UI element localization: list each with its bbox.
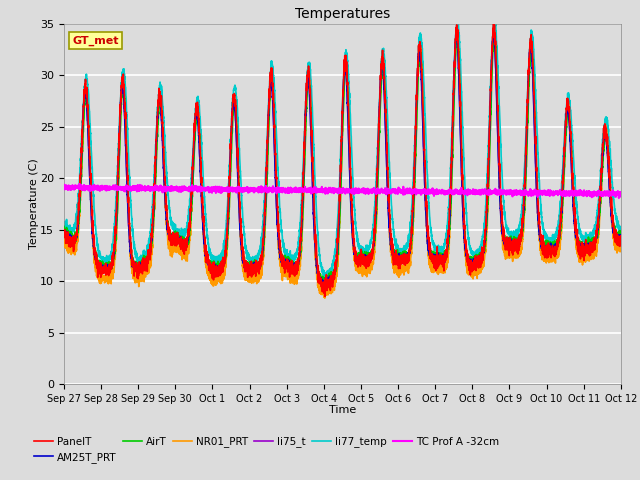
AM25T_PRT bbox=[319, 282, 327, 288]
NR01_PRT bbox=[467, 273, 475, 278]
TC Prof A -32cm bbox=[616, 192, 624, 197]
li75_t bbox=[617, 237, 625, 243]
NR01_PRT bbox=[321, 295, 329, 301]
AM25T_PRT bbox=[499, 237, 507, 242]
AirT bbox=[319, 281, 327, 287]
NR01_PRT bbox=[322, 287, 330, 293]
X-axis label: Time: Time bbox=[329, 405, 356, 415]
TC Prof A -32cm bbox=[436, 189, 444, 195]
Legend: PanelT, AM25T_PRT, AirT, NR01_PRT, li75_t, li77_temp, TC Prof A -32cm: PanelT, AM25T_PRT, AirT, NR01_PRT, li75_… bbox=[30, 432, 503, 467]
AirT bbox=[616, 234, 624, 240]
Line: PanelT: PanelT bbox=[64, 24, 621, 296]
AirT bbox=[160, 157, 168, 163]
li77_temp bbox=[616, 224, 624, 229]
Title: Temperatures: Temperatures bbox=[295, 8, 390, 22]
NR01_PRT bbox=[499, 239, 507, 245]
PanelT bbox=[499, 237, 507, 242]
TC Prof A -32cm bbox=[615, 195, 623, 201]
Line: NR01_PRT: NR01_PRT bbox=[64, 29, 621, 298]
Line: li77_temp: li77_temp bbox=[64, 19, 621, 278]
TC Prof A -32cm bbox=[76, 181, 83, 187]
Line: TC Prof A -32cm: TC Prof A -32cm bbox=[64, 184, 621, 198]
NR01_PRT bbox=[617, 246, 625, 252]
AirT bbox=[491, 30, 499, 36]
TC Prof A -32cm bbox=[60, 184, 68, 190]
AirT bbox=[436, 253, 444, 259]
li77_temp bbox=[160, 124, 168, 130]
NR01_PRT bbox=[490, 26, 498, 32]
li75_t bbox=[322, 282, 330, 288]
AM25T_PRT bbox=[616, 236, 624, 242]
NR01_PRT bbox=[616, 247, 624, 253]
TC Prof A -32cm bbox=[617, 190, 625, 195]
li75_t bbox=[160, 175, 168, 180]
AM25T_PRT bbox=[436, 254, 444, 260]
NR01_PRT bbox=[160, 167, 168, 172]
li75_t bbox=[453, 31, 461, 37]
PanelT bbox=[321, 293, 329, 299]
li77_temp bbox=[60, 220, 68, 226]
TC Prof A -32cm bbox=[499, 190, 507, 196]
li77_temp bbox=[321, 276, 329, 281]
AirT bbox=[467, 261, 475, 266]
PanelT bbox=[160, 160, 168, 166]
NR01_PRT bbox=[60, 238, 68, 243]
AirT bbox=[322, 276, 330, 281]
AirT bbox=[617, 235, 625, 240]
AM25T_PRT bbox=[468, 260, 476, 265]
PanelT bbox=[616, 233, 624, 239]
AM25T_PRT bbox=[60, 229, 68, 235]
li77_temp bbox=[467, 251, 475, 257]
li75_t bbox=[60, 229, 68, 235]
PanelT bbox=[60, 230, 68, 236]
TC Prof A -32cm bbox=[322, 188, 330, 193]
PanelT bbox=[617, 238, 625, 244]
li75_t bbox=[436, 257, 444, 263]
li75_t bbox=[468, 261, 476, 266]
NR01_PRT bbox=[436, 268, 444, 274]
li75_t bbox=[616, 233, 624, 239]
li77_temp bbox=[617, 226, 625, 232]
li77_temp bbox=[491, 16, 499, 22]
AM25T_PRT bbox=[453, 29, 461, 35]
Line: AM25T_PRT: AM25T_PRT bbox=[64, 32, 621, 285]
PanelT bbox=[490, 21, 497, 27]
AM25T_PRT bbox=[617, 235, 625, 241]
AirT bbox=[499, 228, 507, 233]
AM25T_PRT bbox=[322, 275, 330, 280]
TC Prof A -32cm bbox=[467, 189, 475, 194]
AirT bbox=[60, 224, 68, 229]
li77_temp bbox=[499, 189, 507, 194]
PanelT bbox=[322, 279, 330, 285]
li75_t bbox=[499, 237, 507, 243]
li75_t bbox=[319, 285, 327, 290]
Line: AirT: AirT bbox=[64, 33, 621, 284]
PanelT bbox=[467, 261, 475, 267]
TC Prof A -32cm bbox=[161, 184, 168, 190]
PanelT bbox=[436, 261, 444, 267]
Text: GT_met: GT_met bbox=[72, 36, 119, 46]
Line: li75_t: li75_t bbox=[64, 34, 621, 288]
li77_temp bbox=[436, 251, 444, 256]
li77_temp bbox=[322, 271, 330, 276]
Y-axis label: Temperature (C): Temperature (C) bbox=[29, 158, 39, 250]
AM25T_PRT bbox=[160, 174, 168, 180]
